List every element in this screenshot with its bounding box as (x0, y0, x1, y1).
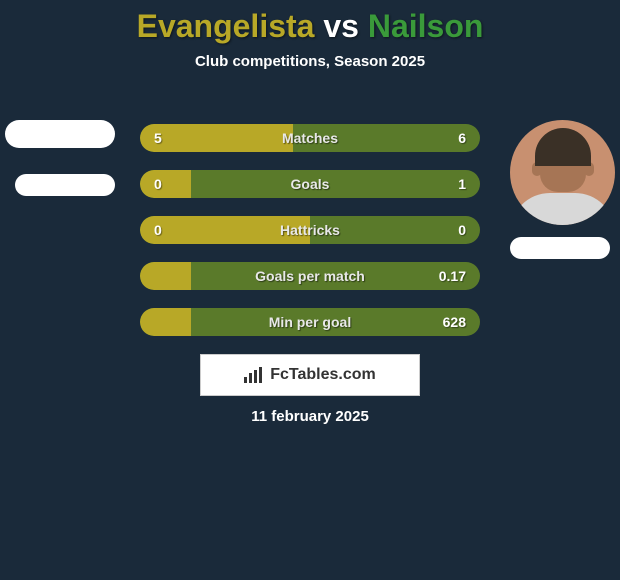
player1-avatar-area (5, 120, 115, 222)
stat-bar: Matches5 6 (140, 124, 480, 152)
page-title: Evangelista vs Nailson (0, 8, 620, 45)
player1-pill-1 (5, 120, 115, 148)
stat-right-value: 0.17 (439, 262, 466, 290)
stat-right-value: 6 (458, 124, 466, 152)
stat-bar: Hattricks0 0 (140, 216, 480, 244)
player2-name: Nailson (368, 8, 484, 44)
stat-bar: Goals per match0.17 (140, 262, 480, 290)
player1-name: Evangelista (137, 8, 315, 44)
subtitle: Club competitions, Season 2025 (0, 53, 620, 70)
player2-avatar (510, 120, 615, 225)
stat-label: Hattricks (140, 216, 480, 244)
vs-label: vs (323, 8, 359, 44)
player2-pill (510, 237, 610, 259)
stat-label: Goals (140, 170, 480, 198)
stat-right-value: 628 (443, 308, 466, 336)
stat-label: Min per goal (140, 308, 480, 336)
stat-left-value: 0 (154, 170, 162, 198)
stat-label: Matches (140, 124, 480, 152)
stat-right-value: 1 (458, 170, 466, 198)
brand-box[interactable]: FcTables.com (200, 354, 420, 396)
stat-label: Goals per match (140, 262, 480, 290)
comparison-bars: Matches56Goals01Hattricks00Goals per mat… (140, 124, 480, 354)
stat-left-value: 5 (154, 124, 162, 152)
brand-text: FcTables.com (270, 366, 376, 384)
bars-icon (244, 367, 264, 383)
header: Evangelista vs Nailson Club competitions… (0, 0, 620, 70)
avatar-hair (535, 128, 591, 166)
stat-bar: Min per goal628 (140, 308, 480, 336)
stat-bar: Goals0 1 (140, 170, 480, 198)
stat-left-value: 0 (154, 216, 162, 244)
player1-pill-2 (15, 174, 115, 196)
player2-avatar-area (510, 120, 615, 285)
avatar-body (510, 193, 615, 225)
stat-right-value: 0 (458, 216, 466, 244)
date-label: 11 february 2025 (0, 408, 620, 425)
